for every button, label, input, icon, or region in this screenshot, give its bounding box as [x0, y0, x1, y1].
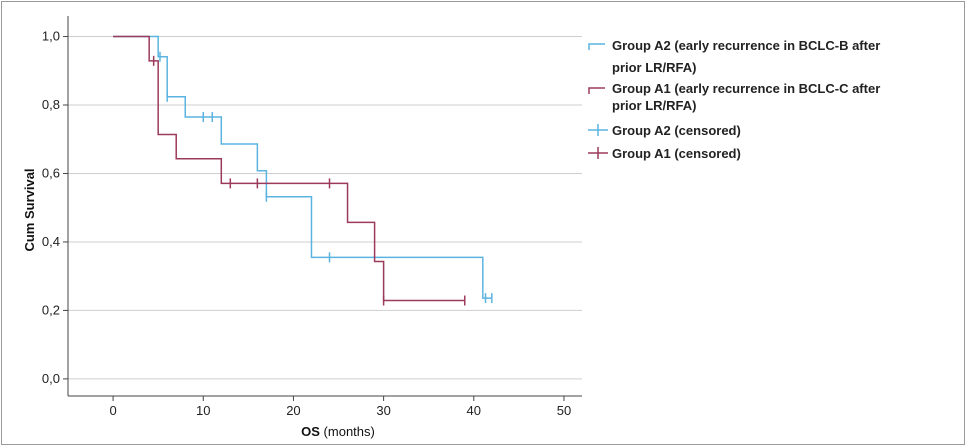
y-axis-title: Cum Survival [22, 168, 37, 251]
x-tick-label-5: 50 [557, 403, 571, 418]
y-tick-label-4: 0,8 [42, 97, 60, 112]
legend: Group A2 (early recurrence in BCLC-B aft… [588, 38, 880, 161]
x-axis-title: OS (months) [301, 424, 375, 439]
series-line-1 [113, 35, 465, 302]
legend-a1-line2: prior LR/RFA) [612, 98, 697, 113]
series-line-0 [113, 35, 492, 299]
y-tick-label-1: 0,2 [42, 302, 60, 317]
x-tick-label-2: 20 [286, 403, 300, 418]
legend-a2-line1: Group A2 (early recurrence in BCLC-B aft… [612, 38, 880, 53]
axes: 0,0 0,2 0,4 0,6 0,8 1,0 0 10 20 30 40 50 [42, 16, 582, 418]
legend-step-icon-a1 [588, 87, 605, 94]
x-tick-label-0: 0 [109, 403, 116, 418]
grid [68, 36, 582, 380]
x-tick-label-4: 40 [467, 403, 481, 418]
legend-a2-censored: Group A2 (censored) [612, 123, 741, 138]
y-tick-label-2: 0,4 [42, 234, 60, 249]
legend-a1-censored: Group A1 (censored) [612, 146, 741, 161]
legend-a1-line1: Group A1 (early recurrence in BCLC-C aft… [612, 81, 880, 96]
x-axis-title-unit: (months) [320, 424, 375, 439]
legend-step-icon-a2 [588, 43, 605, 50]
y-tick-label-3: 0,6 [42, 165, 60, 180]
x-tick-label-1: 10 [196, 403, 210, 418]
legend-a2-line2: prior LR/RFA) [612, 60, 697, 75]
series-layer [113, 35, 493, 306]
x-axis-title-bold: OS [301, 424, 320, 439]
x-tick-label-3: 30 [376, 403, 390, 418]
y-tick-label-5: 1,0 [42, 29, 60, 44]
y-tick-label-0: 0,0 [42, 371, 60, 386]
